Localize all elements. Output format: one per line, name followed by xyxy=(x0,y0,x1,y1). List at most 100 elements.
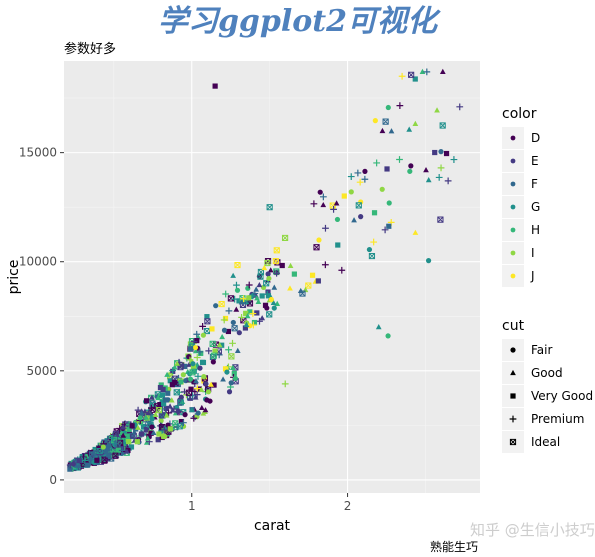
data-point xyxy=(162,397,169,403)
x-tick-label: 1 xyxy=(188,499,196,513)
data-point xyxy=(330,205,337,213)
data-point xyxy=(254,310,260,316)
data-point xyxy=(348,189,354,195)
data-point xyxy=(234,287,241,293)
data-point xyxy=(236,330,242,336)
data-point xyxy=(167,403,173,409)
data-point xyxy=(209,340,216,347)
data-point xyxy=(310,200,318,208)
legend-key-color-f xyxy=(510,181,516,187)
data-point xyxy=(233,281,240,289)
data-point xyxy=(138,431,145,437)
data-point xyxy=(256,317,263,325)
data-point xyxy=(126,439,132,445)
data-point xyxy=(156,431,162,437)
data-point xyxy=(247,323,253,329)
data-point xyxy=(96,447,103,455)
data-point xyxy=(155,437,161,443)
data-point xyxy=(234,261,241,269)
data-point xyxy=(419,68,426,74)
data-point xyxy=(135,424,141,430)
data-point xyxy=(230,272,237,278)
data-point xyxy=(381,226,389,234)
data-point xyxy=(355,202,362,209)
legend-label-color: J xyxy=(530,269,535,283)
legend-key-cut-good xyxy=(510,369,516,376)
data-point xyxy=(186,356,194,364)
legend-key-cut-fair xyxy=(510,347,516,353)
data-point xyxy=(379,186,385,192)
data-point xyxy=(226,389,233,395)
data-point xyxy=(388,128,395,134)
data-point xyxy=(406,126,413,132)
legend-key-color-g xyxy=(510,204,516,210)
data-point xyxy=(189,369,196,376)
data-point xyxy=(215,351,223,359)
data-point xyxy=(315,278,321,284)
data-point xyxy=(147,404,155,412)
grid-major xyxy=(64,61,480,493)
data-point xyxy=(228,380,234,386)
credit-text: 熟能生巧 xyxy=(430,540,479,554)
legend-label-color: F xyxy=(531,177,538,191)
data-point xyxy=(94,457,100,463)
data-point xyxy=(255,298,262,305)
data-point xyxy=(262,302,269,308)
data-point xyxy=(313,244,320,251)
data-point xyxy=(386,200,392,206)
data-point xyxy=(194,337,200,344)
data-point xyxy=(222,366,229,372)
data-point xyxy=(240,295,248,303)
data-point xyxy=(158,412,165,419)
data-point xyxy=(438,149,444,155)
data-point xyxy=(194,372,202,380)
data-point xyxy=(193,377,199,384)
data-point xyxy=(210,352,217,359)
data-point xyxy=(273,269,280,277)
data-point xyxy=(200,359,207,366)
data-point xyxy=(149,424,155,430)
data-point xyxy=(193,391,201,398)
data-point xyxy=(124,433,130,439)
data-point xyxy=(234,347,241,353)
legend-key-color-d xyxy=(510,135,516,141)
data-point xyxy=(267,267,274,273)
data-point xyxy=(225,346,232,354)
data-point xyxy=(204,318,211,325)
data-point xyxy=(202,407,209,413)
data-point xyxy=(212,348,218,354)
data-point xyxy=(221,327,228,333)
data-point xyxy=(106,452,112,458)
data-point xyxy=(143,427,149,433)
data-point xyxy=(242,325,249,331)
data-point xyxy=(358,214,364,220)
data-point xyxy=(128,444,135,450)
data-point xyxy=(160,386,166,393)
data-point xyxy=(236,298,242,304)
data-point xyxy=(190,414,198,422)
data-point xyxy=(138,409,145,416)
data-point xyxy=(174,360,180,366)
data-point xyxy=(233,306,240,312)
data-point xyxy=(197,365,203,371)
data-point xyxy=(265,271,271,277)
data-point xyxy=(408,163,414,169)
cut-legend: cut Fair Good Very Good Premium Ideal xyxy=(502,318,593,453)
legend-label-color: E xyxy=(531,154,539,168)
data-point xyxy=(437,216,444,223)
data-point xyxy=(372,118,378,124)
data-point xyxy=(192,344,199,351)
data-point xyxy=(320,201,327,208)
data-point xyxy=(412,229,419,235)
data-point xyxy=(423,167,429,173)
legend-label-color: H xyxy=(531,223,540,237)
data-point xyxy=(261,264,268,271)
y-tick-label: 10000 xyxy=(19,255,57,269)
data-point xyxy=(143,414,149,420)
data-point xyxy=(412,76,418,82)
data-point xyxy=(266,204,273,211)
data-point xyxy=(178,394,184,400)
data-point xyxy=(244,313,251,319)
